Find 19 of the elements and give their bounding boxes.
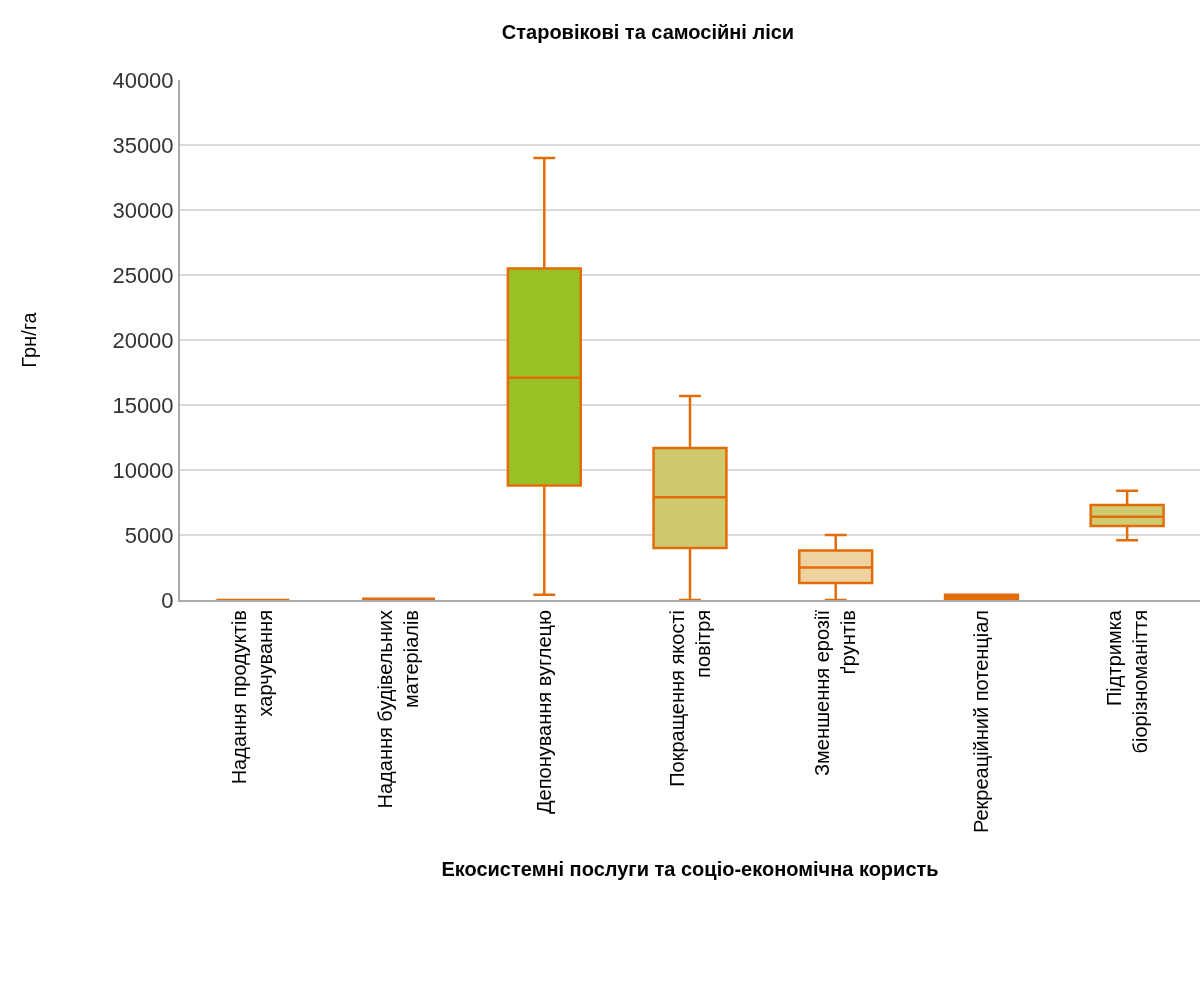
y-tick-label: 10000 [112,457,174,483]
x-axis-title: Екосистемні послуги та соціо-економічна користь [441,858,939,881]
y-tick-label: 15000 [112,392,174,418]
y-tick-label: 40000 [112,67,174,93]
x-tick-label: Надання продуктів харчування [228,610,277,785]
x-tick-label: Зменшення ерозії ґрунтів [811,609,860,776]
chart-title: Старовікові та самосійні ліси [501,21,795,43]
x-tick-label: Депонування вуглецю [532,610,555,814]
x-tick-label: Покращення якості повітря [665,610,714,787]
y-tick-label: 30000 [112,197,174,223]
y-tick-label: 0 [161,587,174,613]
x-tick-label: Надання будівельних матеріалів [374,610,423,809]
y-tick-label: 5000 [124,522,174,548]
y-tick-label: 25000 [112,262,174,288]
y-tick-label: 35000 [112,132,174,158]
x-tick-label: Рекреаційний потенціал [969,610,992,834]
x-tick-label: Підтримка біорізноманіття [1102,609,1151,754]
y-axis-title: Грн/га [18,311,41,368]
y-tick-label: 20000 [112,327,174,353]
